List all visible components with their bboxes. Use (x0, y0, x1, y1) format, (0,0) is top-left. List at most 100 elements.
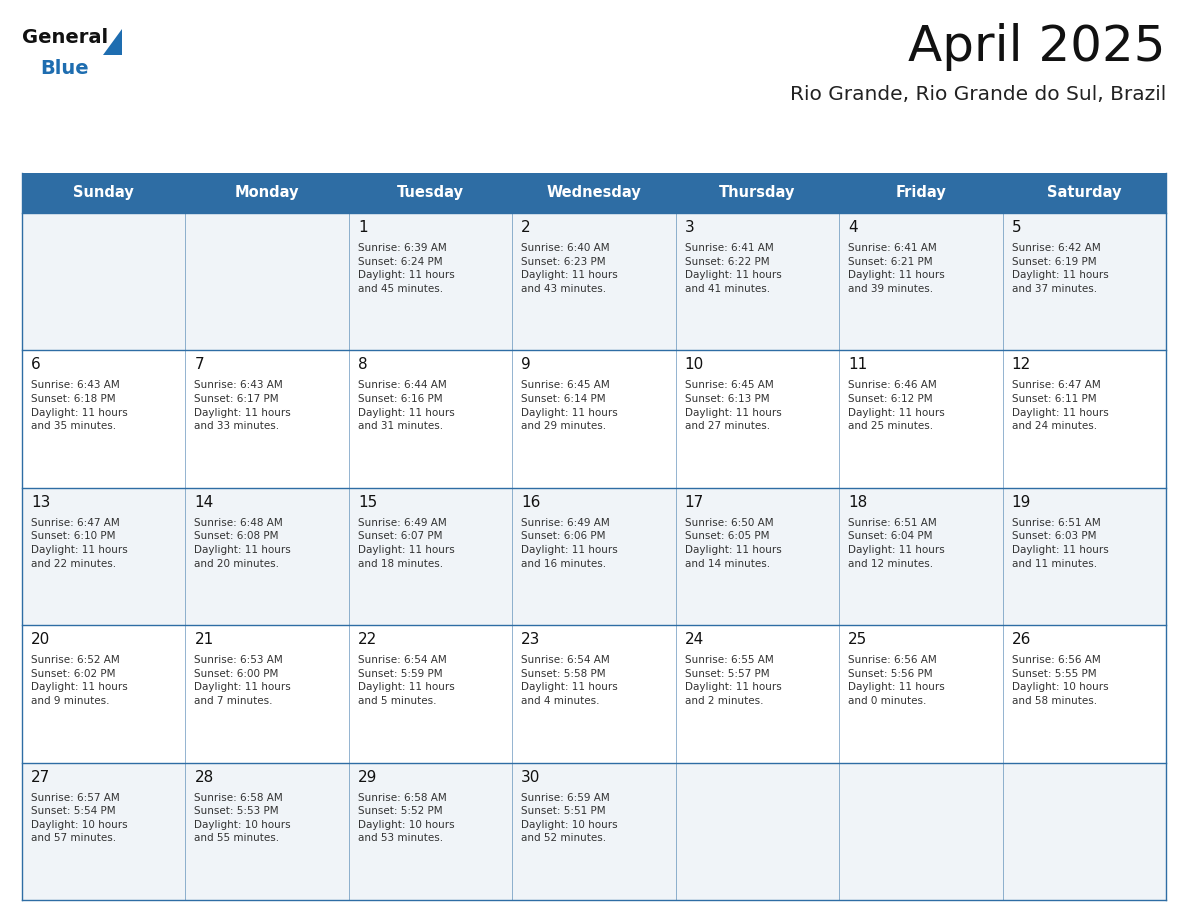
Text: 28: 28 (195, 769, 214, 785)
Bar (512, 763, 676, 900)
Bar (349, 763, 512, 900)
Text: Sunrise: 6:56 AM
Sunset: 5:56 PM
Daylight: 11 hours
and 0 minutes.: Sunrise: 6:56 AM Sunset: 5:56 PM Dayligh… (848, 655, 944, 706)
Text: 24: 24 (684, 633, 704, 647)
Text: 15: 15 (358, 495, 377, 509)
Text: Sunrise: 6:47 AM
Sunset: 6:11 PM
Daylight: 11 hours
and 24 minutes.: Sunrise: 6:47 AM Sunset: 6:11 PM Dayligh… (1011, 380, 1108, 431)
Bar (185, 763, 349, 900)
Text: Sunrise: 6:51 AM
Sunset: 6:03 PM
Daylight: 11 hours
and 11 minutes.: Sunrise: 6:51 AM Sunset: 6:03 PM Dayligh… (1011, 518, 1108, 568)
Text: Monday: Monday (235, 185, 299, 200)
Bar (185, 351, 349, 487)
Bar (839, 213, 1003, 351)
Bar (512, 487, 676, 625)
Bar (349, 351, 512, 487)
Bar (676, 213, 839, 351)
Text: 25: 25 (848, 633, 867, 647)
Text: Sunrise: 6:49 AM
Sunset: 6:06 PM
Daylight: 11 hours
and 16 minutes.: Sunrise: 6:49 AM Sunset: 6:06 PM Dayligh… (522, 518, 618, 568)
Text: Sunrise: 6:39 AM
Sunset: 6:24 PM
Daylight: 11 hours
and 45 minutes.: Sunrise: 6:39 AM Sunset: 6:24 PM Dayligh… (358, 243, 455, 294)
Bar (1003, 625, 1165, 763)
Text: Sunrise: 6:58 AM
Sunset: 5:52 PM
Daylight: 10 hours
and 53 minutes.: Sunrise: 6:58 AM Sunset: 5:52 PM Dayligh… (358, 792, 455, 844)
Text: Sunrise: 6:46 AM
Sunset: 6:12 PM
Daylight: 11 hours
and 25 minutes.: Sunrise: 6:46 AM Sunset: 6:12 PM Dayligh… (848, 380, 944, 431)
Bar (185, 487, 349, 625)
Text: 23: 23 (522, 633, 541, 647)
Bar (1003, 213, 1165, 351)
Text: Saturday: Saturday (1047, 185, 1121, 200)
Text: Sunrise: 6:42 AM
Sunset: 6:19 PM
Daylight: 11 hours
and 37 minutes.: Sunrise: 6:42 AM Sunset: 6:19 PM Dayligh… (1011, 243, 1108, 294)
Bar (512, 213, 676, 351)
Text: 19: 19 (1011, 495, 1031, 509)
Bar (349, 213, 512, 351)
Text: Sunrise: 6:41 AM
Sunset: 6:21 PM
Daylight: 11 hours
and 39 minutes.: Sunrise: 6:41 AM Sunset: 6:21 PM Dayligh… (848, 243, 944, 294)
Text: Sunrise: 6:45 AM
Sunset: 6:14 PM
Daylight: 11 hours
and 29 minutes.: Sunrise: 6:45 AM Sunset: 6:14 PM Dayligh… (522, 380, 618, 431)
Bar (839, 487, 1003, 625)
Text: 26: 26 (1011, 633, 1031, 647)
Text: Thursday: Thursday (719, 185, 796, 200)
Text: 14: 14 (195, 495, 214, 509)
Bar (839, 763, 1003, 900)
Bar (512, 625, 676, 763)
Text: 21: 21 (195, 633, 214, 647)
Text: 10: 10 (684, 357, 704, 373)
Text: Sunrise: 6:43 AM
Sunset: 6:18 PM
Daylight: 11 hours
and 35 minutes.: Sunrise: 6:43 AM Sunset: 6:18 PM Dayligh… (31, 380, 128, 431)
Polygon shape (103, 29, 122, 55)
Text: Sunrise: 6:54 AM
Sunset: 5:58 PM
Daylight: 11 hours
and 4 minutes.: Sunrise: 6:54 AM Sunset: 5:58 PM Dayligh… (522, 655, 618, 706)
Text: 29: 29 (358, 769, 378, 785)
Text: 8: 8 (358, 357, 367, 373)
Text: 3: 3 (684, 220, 695, 235)
Bar (839, 625, 1003, 763)
Text: Sunrise: 6:57 AM
Sunset: 5:54 PM
Daylight: 10 hours
and 57 minutes.: Sunrise: 6:57 AM Sunset: 5:54 PM Dayligh… (31, 792, 127, 844)
Text: 7: 7 (195, 357, 204, 373)
Text: 16: 16 (522, 495, 541, 509)
Text: 22: 22 (358, 633, 377, 647)
Text: 30: 30 (522, 769, 541, 785)
Text: Sunrise: 6:41 AM
Sunset: 6:22 PM
Daylight: 11 hours
and 41 minutes.: Sunrise: 6:41 AM Sunset: 6:22 PM Dayligh… (684, 243, 782, 294)
Text: 20: 20 (31, 633, 50, 647)
Text: 9: 9 (522, 357, 531, 373)
Text: Sunrise: 6:53 AM
Sunset: 6:00 PM
Daylight: 11 hours
and 7 minutes.: Sunrise: 6:53 AM Sunset: 6:00 PM Dayligh… (195, 655, 291, 706)
Bar (1003, 763, 1165, 900)
Bar (676, 763, 839, 900)
Text: Sunrise: 6:50 AM
Sunset: 6:05 PM
Daylight: 11 hours
and 14 minutes.: Sunrise: 6:50 AM Sunset: 6:05 PM Dayligh… (684, 518, 782, 568)
Text: April 2025: April 2025 (909, 23, 1165, 71)
Text: 2: 2 (522, 220, 531, 235)
Text: Sunrise: 6:44 AM
Sunset: 6:16 PM
Daylight: 11 hours
and 31 minutes.: Sunrise: 6:44 AM Sunset: 6:16 PM Dayligh… (358, 380, 455, 431)
Text: Blue: Blue (40, 59, 89, 78)
Text: Sunrise: 6:55 AM
Sunset: 5:57 PM
Daylight: 11 hours
and 2 minutes.: Sunrise: 6:55 AM Sunset: 5:57 PM Dayligh… (684, 655, 782, 706)
Text: Rio Grande, Rio Grande do Sul, Brazil: Rio Grande, Rio Grande do Sul, Brazil (790, 85, 1165, 104)
Text: Sunrise: 6:45 AM
Sunset: 6:13 PM
Daylight: 11 hours
and 27 minutes.: Sunrise: 6:45 AM Sunset: 6:13 PM Dayligh… (684, 380, 782, 431)
Text: 1: 1 (358, 220, 367, 235)
Text: Sunrise: 6:54 AM
Sunset: 5:59 PM
Daylight: 11 hours
and 5 minutes.: Sunrise: 6:54 AM Sunset: 5:59 PM Dayligh… (358, 655, 455, 706)
Text: Sunrise: 6:47 AM
Sunset: 6:10 PM
Daylight: 11 hours
and 22 minutes.: Sunrise: 6:47 AM Sunset: 6:10 PM Dayligh… (31, 518, 128, 568)
Bar (23, 487, 185, 625)
Bar (349, 625, 512, 763)
Text: Tuesday: Tuesday (397, 185, 465, 200)
Text: 11: 11 (848, 357, 867, 373)
Text: 5: 5 (1011, 220, 1022, 235)
Bar (676, 625, 839, 763)
Text: Friday: Friday (896, 185, 946, 200)
Bar (23, 763, 185, 900)
Text: Sunday: Sunday (74, 185, 134, 200)
Bar (676, 351, 839, 487)
Bar (676, 487, 839, 625)
Bar (185, 213, 349, 351)
Text: Sunrise: 6:51 AM
Sunset: 6:04 PM
Daylight: 11 hours
and 12 minutes.: Sunrise: 6:51 AM Sunset: 6:04 PM Dayligh… (848, 518, 944, 568)
Bar (1003, 487, 1165, 625)
Text: General: General (23, 28, 108, 47)
Bar (23, 625, 185, 763)
Text: Sunrise: 6:58 AM
Sunset: 5:53 PM
Daylight: 10 hours
and 55 minutes.: Sunrise: 6:58 AM Sunset: 5:53 PM Dayligh… (195, 792, 291, 844)
Text: 12: 12 (1011, 357, 1031, 373)
Bar (23, 213, 185, 351)
Bar (185, 625, 349, 763)
Bar (23, 173, 1165, 213)
Bar (839, 351, 1003, 487)
Text: Sunrise: 6:59 AM
Sunset: 5:51 PM
Daylight: 10 hours
and 52 minutes.: Sunrise: 6:59 AM Sunset: 5:51 PM Dayligh… (522, 792, 618, 844)
Text: 6: 6 (31, 357, 40, 373)
Text: Sunrise: 6:40 AM
Sunset: 6:23 PM
Daylight: 11 hours
and 43 minutes.: Sunrise: 6:40 AM Sunset: 6:23 PM Dayligh… (522, 243, 618, 294)
Bar (23, 351, 185, 487)
Text: 13: 13 (31, 495, 50, 509)
Text: Sunrise: 6:43 AM
Sunset: 6:17 PM
Daylight: 11 hours
and 33 minutes.: Sunrise: 6:43 AM Sunset: 6:17 PM Dayligh… (195, 380, 291, 431)
Text: Wednesday: Wednesday (546, 185, 642, 200)
Text: 4: 4 (848, 220, 858, 235)
Text: Sunrise: 6:49 AM
Sunset: 6:07 PM
Daylight: 11 hours
and 18 minutes.: Sunrise: 6:49 AM Sunset: 6:07 PM Dayligh… (358, 518, 455, 568)
Text: Sunrise: 6:56 AM
Sunset: 5:55 PM
Daylight: 10 hours
and 58 minutes.: Sunrise: 6:56 AM Sunset: 5:55 PM Dayligh… (1011, 655, 1108, 706)
